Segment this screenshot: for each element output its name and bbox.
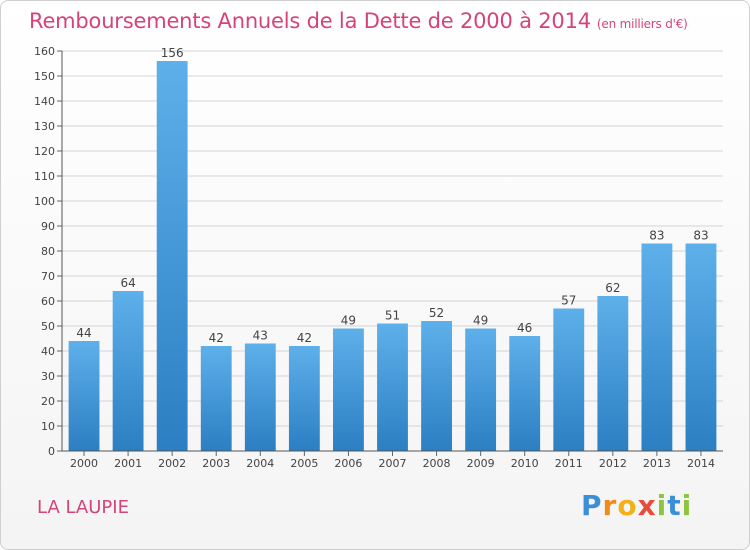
bar-2009 — [465, 328, 497, 451]
data-label-2010: 46 — [517, 321, 532, 335]
y-tick-label: 140 — [34, 95, 55, 108]
bar-2002 — [156, 61, 188, 451]
bar-2011 — [553, 308, 585, 451]
data-label-2014: 83 — [693, 229, 708, 243]
bar-2003 — [200, 346, 232, 451]
bar-2006 — [333, 328, 364, 451]
data-label-2007: 51 — [385, 309, 400, 323]
chart-title: Remboursements Annuels de la Dette de 20… — [29, 9, 688, 33]
data-label-2004: 43 — [253, 329, 268, 343]
data-label-2013: 83 — [649, 229, 664, 243]
y-tick-label: 40 — [41, 345, 55, 358]
x-tick-label: 2001 — [114, 457, 142, 470]
x-tick-label: 2002 — [158, 457, 186, 470]
y-tick-label: 160 — [34, 45, 55, 58]
y-tick-label: 30 — [41, 370, 55, 383]
x-tick-label: 2010 — [511, 457, 539, 470]
x-tick-label: 2011 — [555, 457, 583, 470]
chart-unit: (en milliers d'€) — [596, 17, 688, 31]
x-tick-label: 2003 — [202, 457, 230, 470]
bar-chart: 44 64 156 42 43 42 49 51 52 49 46 57 62 83 83 0 10 20 30 4… — [34, 45, 723, 470]
bar-2001 — [112, 291, 144, 451]
bar-2005 — [288, 346, 320, 451]
x-tick-label: 2006 — [334, 457, 362, 470]
x-tick-label: 2009 — [467, 457, 495, 470]
y-tick-label: 80 — [41, 245, 55, 258]
y-tick-label: 150 — [34, 70, 55, 83]
data-label-2003: 42 — [209, 331, 224, 345]
y-tick-label: 90 — [41, 220, 55, 233]
data-label-2002: 156 — [161, 46, 184, 60]
bar-2008 — [421, 321, 452, 451]
data-label-2006: 49 — [341, 314, 356, 328]
commune-name: LA LAUPIE — [37, 497, 129, 518]
data-label-2001: 64 — [120, 276, 135, 290]
bar-2000 — [68, 341, 100, 451]
bar-2007 — [377, 323, 408, 451]
y-tick-label: 50 — [41, 320, 55, 333]
data-label-2011: 57 — [561, 294, 576, 308]
bar-2012 — [597, 296, 629, 451]
bar-2010 — [509, 336, 541, 451]
y-tick-label: 120 — [34, 145, 55, 158]
y-tick-label: 70 — [41, 270, 55, 283]
y-tick-label: 110 — [34, 170, 55, 183]
x-tick-label: 2008 — [423, 457, 451, 470]
y-tick-label: 130 — [34, 120, 55, 133]
x-tick-label: 2012 — [599, 457, 627, 470]
data-label-2000: 44 — [76, 326, 91, 340]
x-tick-label: 2000 — [70, 457, 98, 470]
data-label-2012: 62 — [605, 281, 620, 295]
bar-2014 — [685, 243, 717, 451]
y-tick-label: 60 — [41, 295, 55, 308]
data-label-2008: 52 — [429, 306, 444, 320]
y-tick-label: 10 — [41, 420, 55, 433]
y-tick-label: 0 — [48, 445, 55, 458]
y-tick-label: 20 — [41, 395, 55, 408]
x-tick-label: 2014 — [687, 457, 715, 470]
data-label-2009: 49 — [473, 314, 488, 328]
bar-2004 — [244, 343, 276, 451]
x-tick-label: 2007 — [379, 457, 407, 470]
y-tick-label: 100 — [34, 195, 55, 208]
data-label-2005: 42 — [297, 331, 312, 345]
x-tick-label: 2004 — [246, 457, 274, 470]
x-tick-label: 2005 — [290, 457, 318, 470]
chart-title-text: Remboursements Annuels de la Dette de 20… — [29, 9, 591, 33]
proxiti-logo: Proxiti — [581, 489, 693, 522]
x-tick-label: 2013 — [643, 457, 671, 470]
bar-2013 — [641, 243, 673, 451]
